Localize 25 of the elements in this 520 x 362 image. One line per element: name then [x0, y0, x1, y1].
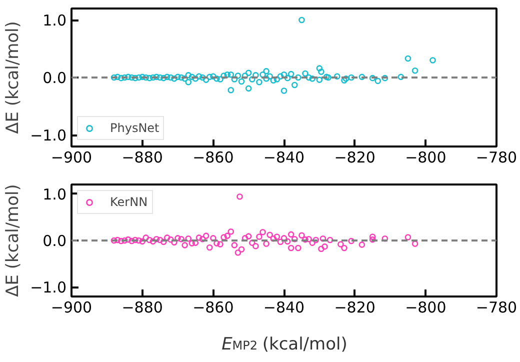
x-tick-label: −780 [476, 298, 518, 316]
y-tick-label: 1.0 [42, 185, 67, 204]
y-tick-label: 0.0 [42, 232, 67, 250]
x-tick-label: −780 [476, 148, 518, 166]
x-tick-label: −820 [334, 298, 376, 316]
legend-label: KerNN [110, 195, 148, 209]
x-tick-label: −880 [122, 298, 163, 316]
x-tick-label: −820 [334, 148, 376, 166]
x-tick-label: −840 [263, 298, 305, 316]
x-tick-label: −880 [122, 148, 163, 166]
legend-label: PhysNet [110, 121, 160, 135]
y-tick-label: 0.0 [42, 69, 67, 87]
y-tick-label: −1.0 [30, 278, 67, 297]
y-tick-label: −1.0 [30, 126, 67, 144]
x-tick-label: −800 [405, 148, 446, 166]
x-tick-label: −800 [405, 298, 446, 316]
y-tick-label: 1.0 [42, 12, 67, 30]
y-axis-title: ΔE (kcal/mol) [3, 21, 24, 134]
x-tick-label: −860 [192, 148, 234, 166]
x-tick-label: −900 [50, 148, 92, 166]
x-tick-label: −840 [263, 148, 305, 166]
x-tick-label: −860 [192, 298, 234, 316]
x-axis-title: EMP2 (kcal/mol) [222, 334, 348, 354]
x-tick-label: −900 [50, 298, 92, 316]
y-axis-title: ΔE (kcal/mol) [3, 184, 24, 297]
